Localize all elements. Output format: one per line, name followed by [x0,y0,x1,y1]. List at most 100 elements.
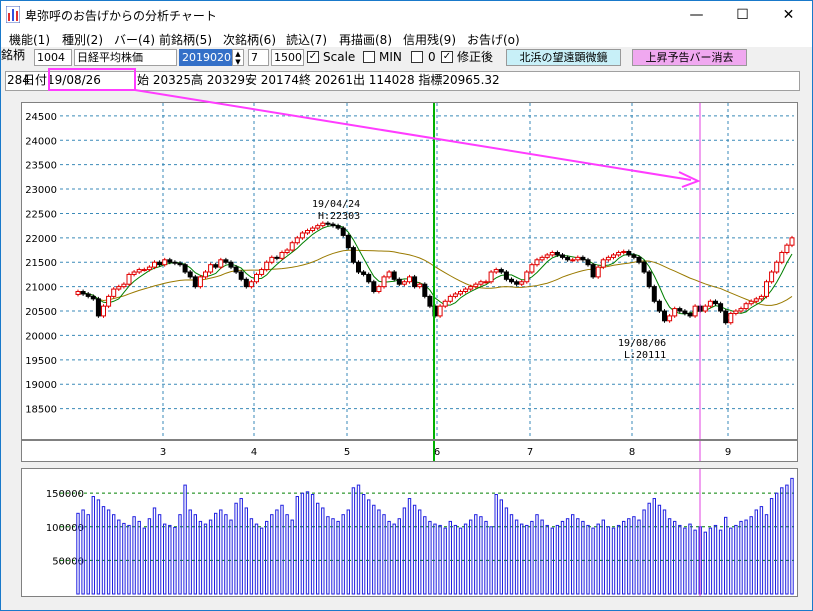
volume-bar [392,523,396,595]
candle-body [141,269,147,272]
volume-bar [571,514,575,595]
candle-body [243,278,249,288]
volume-bar [300,492,305,595]
volume-bar [494,494,498,595]
month-label: 6 [434,447,440,458]
candle-body [106,295,112,307]
candle-body [152,261,157,268]
candle-body [728,312,734,324]
volume-bar [769,498,774,595]
min-checkbox[interactable] [363,51,375,63]
price-chart-panel[interactable]: 24500 24000 23500 23000 22500 22000 21500 21000… [21,102,798,440]
telescope-button[interactable]: 北浜の望遠顕微鏡 [506,49,621,66]
volume-bar [275,509,279,595]
menu-type[interactable]: 種別(2) [62,33,103,47]
bar-date: 日付19/08/26 [23,73,101,87]
candle-body [335,225,341,229]
volume-bar [208,519,213,595]
volume-bar [448,520,453,595]
volume-bar [76,512,80,595]
volume-bar [611,527,616,595]
scale-checkbox[interactable]: ✓ [307,51,319,63]
volume-bar [703,531,707,595]
volume-bar [540,519,544,595]
title-bar[interactable]: 卑弥呼のお告げからの分析チャート — ☐ ✕ [1,1,812,29]
volume-bar [632,516,636,595]
volume-bar [525,524,529,595]
volume-bar [122,522,126,595]
stock-code-field[interactable]: 1004 [34,49,72,66]
volume-bar [744,519,748,595]
volume-bar [239,498,243,595]
bar-number: 284 [7,73,30,87]
volume-bar [280,504,284,595]
candle-body [345,234,351,249]
volume-bar [96,499,101,595]
clear-bar-button[interactable]: 上昇予告バー消去 [632,49,747,66]
candle-body [748,300,754,305]
volume-bar [254,523,259,595]
candle-body [631,254,637,258]
volume-bar [652,498,656,595]
volume-bar [310,494,315,595]
pointer-arrowhead [678,171,701,188]
candle-body [116,286,122,290]
menu-margin-balance[interactable]: 信用残(9) [403,33,456,47]
volume-bar [724,516,728,595]
volume-bar [198,520,203,595]
volume-bar [443,527,447,595]
volume-bar [290,519,294,595]
volume-bar [749,516,753,595]
candle-body [672,308,678,317]
candle-body [565,256,571,261]
adjusted-checkbox[interactable]: ✓ [441,51,453,63]
volume-bar [479,516,483,595]
volume-bar [458,527,463,595]
candle-body [621,251,627,254]
candle-body [590,264,596,278]
maximize-button[interactable]: ☐ [720,1,765,29]
menu-next-stock[interactable]: 次銘柄(6) [223,33,276,47]
price-tick-label: 23500 [25,161,57,172]
menu-oracle[interactable]: お告げ(o) [467,33,520,47]
window-title: 卑弥呼のお告げからの分析チャート [25,9,217,23]
volume-chart-panel[interactable]: 150000 100000 50000 [21,468,798,597]
close-button[interactable]: ✕ [766,1,811,29]
count-field[interactable]: 1500 [271,49,304,66]
minimize-button[interactable]: — [674,1,719,29]
volume-bar [147,518,152,595]
volume-bar [341,514,345,595]
menu-prev-stock[interactable]: 前銘柄(5) [159,33,212,47]
volume-bar [321,507,325,595]
volume-bar [326,516,330,595]
volume-bar [244,507,249,595]
candle-body [90,295,96,300]
menu-redraw[interactable]: 再描画(8) [339,33,392,47]
volume-bar [463,523,468,595]
date-field[interactable]: 20190205 [179,49,238,66]
date-spinner[interactable]: ▲ ▼ [232,49,244,66]
stock-name-field[interactable]: 日経平均株価 [74,49,177,66]
close-icon: ✕ [782,7,795,23]
candle-body [248,281,254,288]
zero-checkbox[interactable] [411,51,423,63]
menu-load[interactable]: 読込(7) [286,33,327,47]
candle-body [667,315,673,322]
volume-bar [780,487,784,595]
menu-function[interactable]: 機能(1) [9,33,50,47]
annotation-value: L:20111 [624,350,666,361]
candle-body [498,269,504,273]
volume-bar [775,492,779,595]
volume-bar [504,507,509,595]
volume-bar [729,527,733,595]
candle-body [264,261,270,271]
candle-body [412,276,418,288]
volume-bar [224,514,228,595]
month-label: 5 [344,447,350,458]
spin-field[interactable]: 7 [248,49,269,66]
price-tick-label: 23000 [25,185,57,196]
volume-bar [662,509,667,595]
month-label: 9 [725,447,731,458]
menu-bar-item[interactable]: バー(4) [114,33,155,47]
